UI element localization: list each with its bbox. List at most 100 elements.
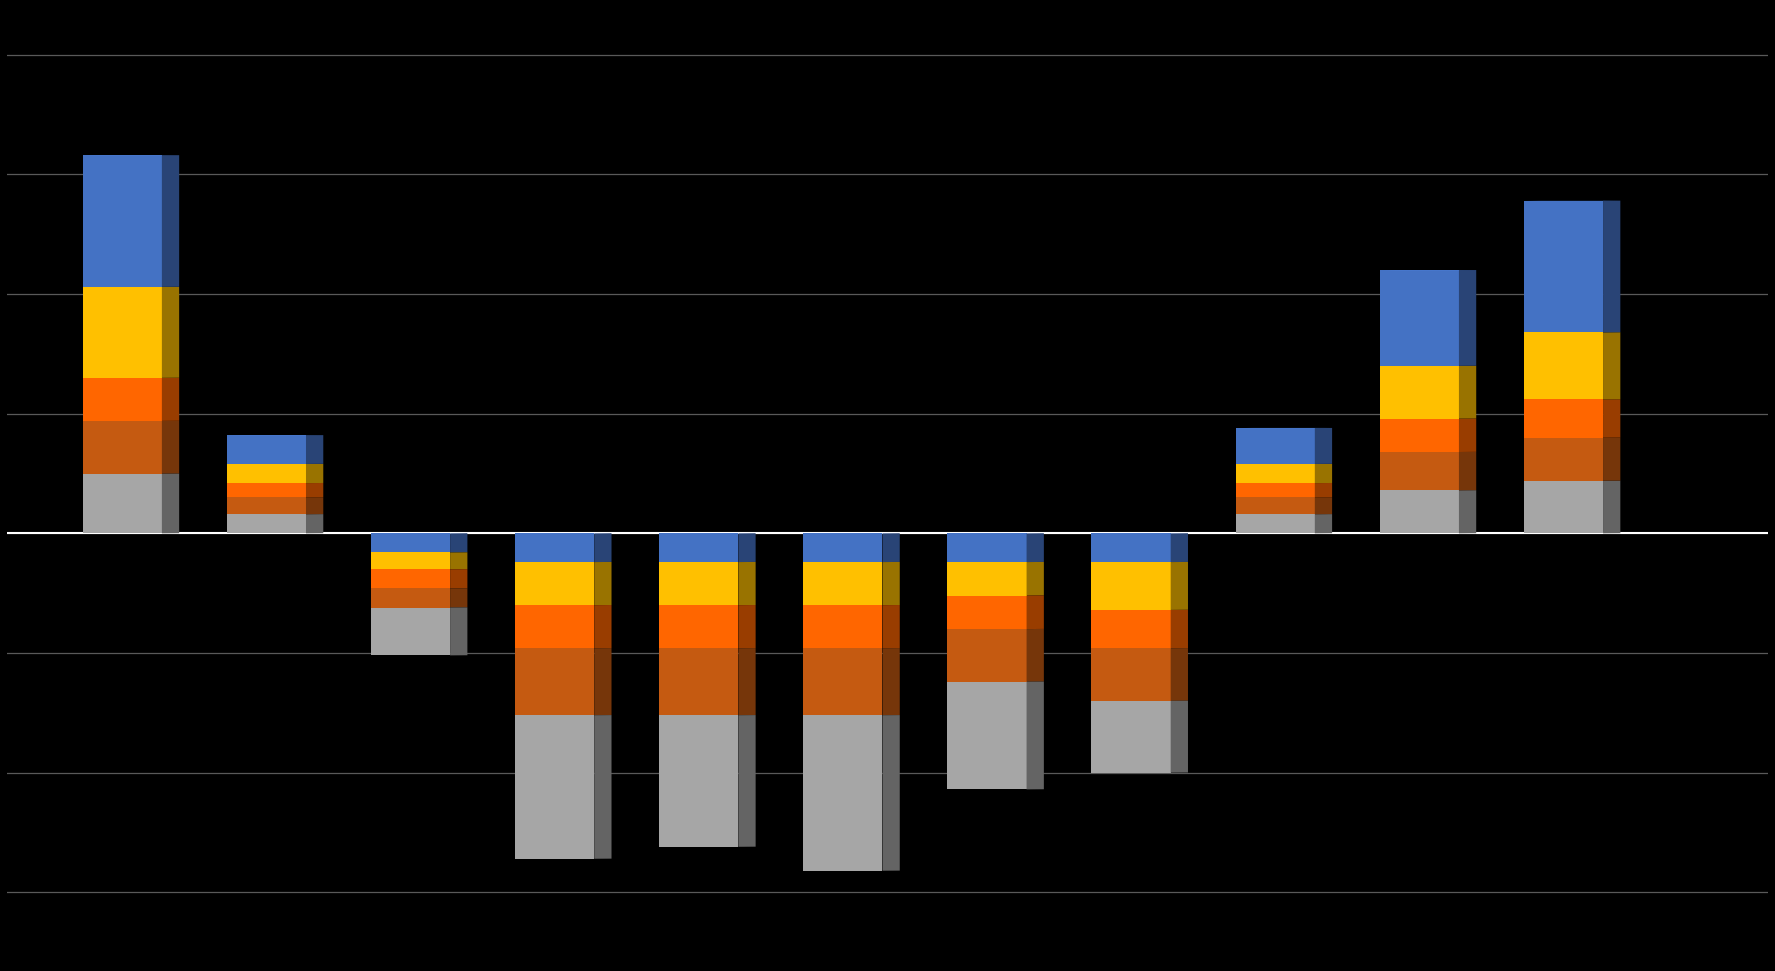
Bar <box>83 474 162 533</box>
Bar <box>659 605 738 649</box>
Bar <box>1379 419 1459 452</box>
Bar <box>1379 452 1459 490</box>
Polygon shape <box>451 533 467 552</box>
Polygon shape <box>1459 366 1477 419</box>
Bar <box>227 497 305 515</box>
Polygon shape <box>738 562 756 605</box>
Bar <box>1523 438 1603 481</box>
Bar <box>1523 399 1603 438</box>
Bar <box>1235 515 1315 533</box>
Bar <box>83 378 162 420</box>
Polygon shape <box>1459 490 1477 533</box>
Polygon shape <box>595 715 612 858</box>
Polygon shape <box>1603 399 1621 438</box>
Polygon shape <box>162 286 179 378</box>
Polygon shape <box>162 420 179 474</box>
Polygon shape <box>1603 481 1621 533</box>
Polygon shape <box>1459 270 1477 366</box>
Polygon shape <box>1026 682 1044 789</box>
Bar <box>1092 610 1172 649</box>
Bar <box>371 588 451 608</box>
Bar <box>227 464 305 484</box>
Polygon shape <box>882 605 900 649</box>
Polygon shape <box>1315 514 1331 533</box>
Bar <box>1235 428 1315 464</box>
Bar <box>659 716 738 847</box>
Polygon shape <box>1172 533 1187 562</box>
Polygon shape <box>738 605 756 649</box>
Polygon shape <box>1026 629 1044 682</box>
Polygon shape <box>595 533 612 562</box>
Polygon shape <box>451 588 467 608</box>
Polygon shape <box>1315 483 1331 497</box>
Polygon shape <box>882 562 900 605</box>
Polygon shape <box>305 435 323 464</box>
Bar <box>659 533 738 562</box>
Bar <box>804 533 882 562</box>
Bar <box>371 552 451 569</box>
Bar <box>515 649 595 716</box>
Bar <box>659 649 738 716</box>
Bar <box>948 629 1026 682</box>
Polygon shape <box>1459 419 1477 452</box>
Bar <box>1379 366 1459 419</box>
Bar <box>227 435 305 464</box>
Bar <box>804 562 882 605</box>
Bar <box>1523 332 1603 399</box>
Bar <box>227 484 305 497</box>
Polygon shape <box>1172 648 1187 701</box>
Polygon shape <box>1026 562 1044 595</box>
Bar <box>1235 484 1315 497</box>
Polygon shape <box>451 608 467 655</box>
Polygon shape <box>1172 701 1187 773</box>
Polygon shape <box>1603 201 1621 332</box>
Bar <box>227 515 305 533</box>
Bar <box>1092 562 1172 610</box>
Bar <box>804 716 882 871</box>
Polygon shape <box>595 605 612 649</box>
Bar <box>371 569 451 588</box>
Polygon shape <box>162 155 179 286</box>
Bar <box>515 605 595 649</box>
Polygon shape <box>1172 610 1187 649</box>
Bar <box>1092 649 1172 701</box>
Bar <box>948 595 1026 629</box>
Bar <box>804 649 882 716</box>
Bar <box>948 682 1026 789</box>
Polygon shape <box>882 715 900 871</box>
Polygon shape <box>595 648 612 716</box>
Bar <box>948 533 1026 562</box>
Polygon shape <box>305 514 323 533</box>
Bar <box>371 533 451 552</box>
Polygon shape <box>738 648 756 716</box>
Polygon shape <box>1172 562 1187 610</box>
Bar <box>1235 464 1315 484</box>
Bar <box>1235 497 1315 515</box>
Bar <box>1523 481 1603 533</box>
Bar <box>1523 201 1603 332</box>
Polygon shape <box>451 569 467 588</box>
Polygon shape <box>738 715 756 847</box>
Polygon shape <box>305 497 323 515</box>
Polygon shape <box>1026 533 1044 562</box>
Polygon shape <box>162 474 179 533</box>
Bar <box>1379 270 1459 366</box>
Polygon shape <box>1315 497 1331 515</box>
Bar <box>948 562 1026 595</box>
Bar <box>515 716 595 858</box>
Polygon shape <box>1315 428 1331 464</box>
Bar <box>515 562 595 605</box>
Bar <box>83 286 162 378</box>
Polygon shape <box>1315 464 1331 484</box>
Polygon shape <box>1603 332 1621 399</box>
Polygon shape <box>882 648 900 716</box>
Bar <box>371 608 451 655</box>
Polygon shape <box>738 533 756 562</box>
Bar <box>515 533 595 562</box>
Polygon shape <box>1459 452 1477 490</box>
Bar <box>1092 701 1172 773</box>
Polygon shape <box>305 464 323 484</box>
Bar <box>659 562 738 605</box>
Bar <box>804 605 882 649</box>
Polygon shape <box>162 378 179 420</box>
